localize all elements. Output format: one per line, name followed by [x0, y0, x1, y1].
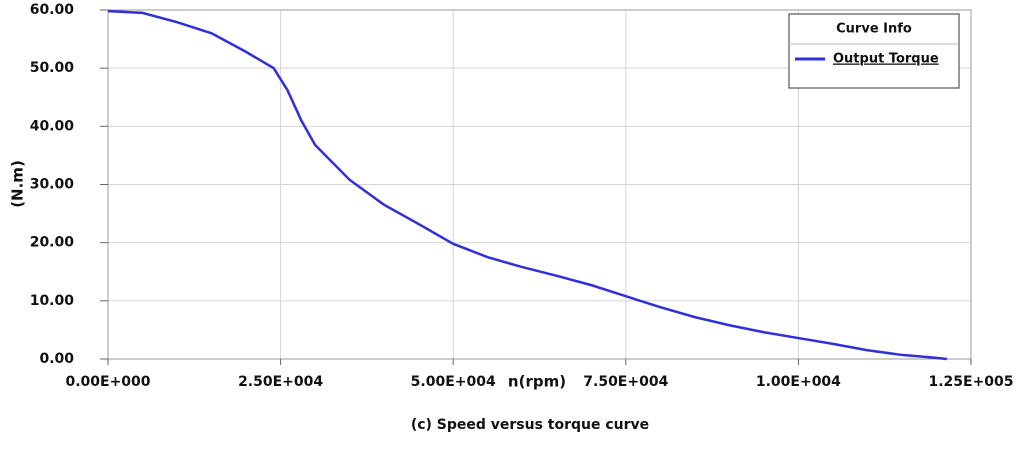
y-tick-label: 10.00 [30, 293, 75, 309]
y-axis-label: (N.m) [9, 160, 27, 208]
x-tick-label: 1.00E+004 [756, 374, 841, 390]
x-tick-label: 0.00E+000 [65, 374, 150, 390]
y-tick-label: 20.00 [30, 235, 75, 251]
y-tick-label: 30.00 [30, 177, 75, 193]
y-tick-label: 0.00 [39, 351, 74, 367]
y-tick-label: 50.00 [30, 60, 75, 76]
data-line [107, 9, 947, 361]
legend-title: Curve Info [836, 22, 912, 37]
x-tick-label: 2.50E+004 [238, 374, 323, 390]
y-tick-label: 40.00 [30, 118, 75, 134]
caption: (c) Speed versus torque curve [411, 417, 649, 433]
x-tick-label: 1.25E+005 [928, 374, 1013, 390]
legend-box [788, 13, 960, 89]
x-axis-label: n(rpm) [508, 373, 566, 391]
y-tick-label: 60.00 [30, 2, 75, 18]
legend-label: Output Torque [833, 52, 939, 67]
x-tick-label: 5.00E+004 [411, 374, 496, 390]
x-tick-label: 7.50E+004 [583, 374, 668, 390]
